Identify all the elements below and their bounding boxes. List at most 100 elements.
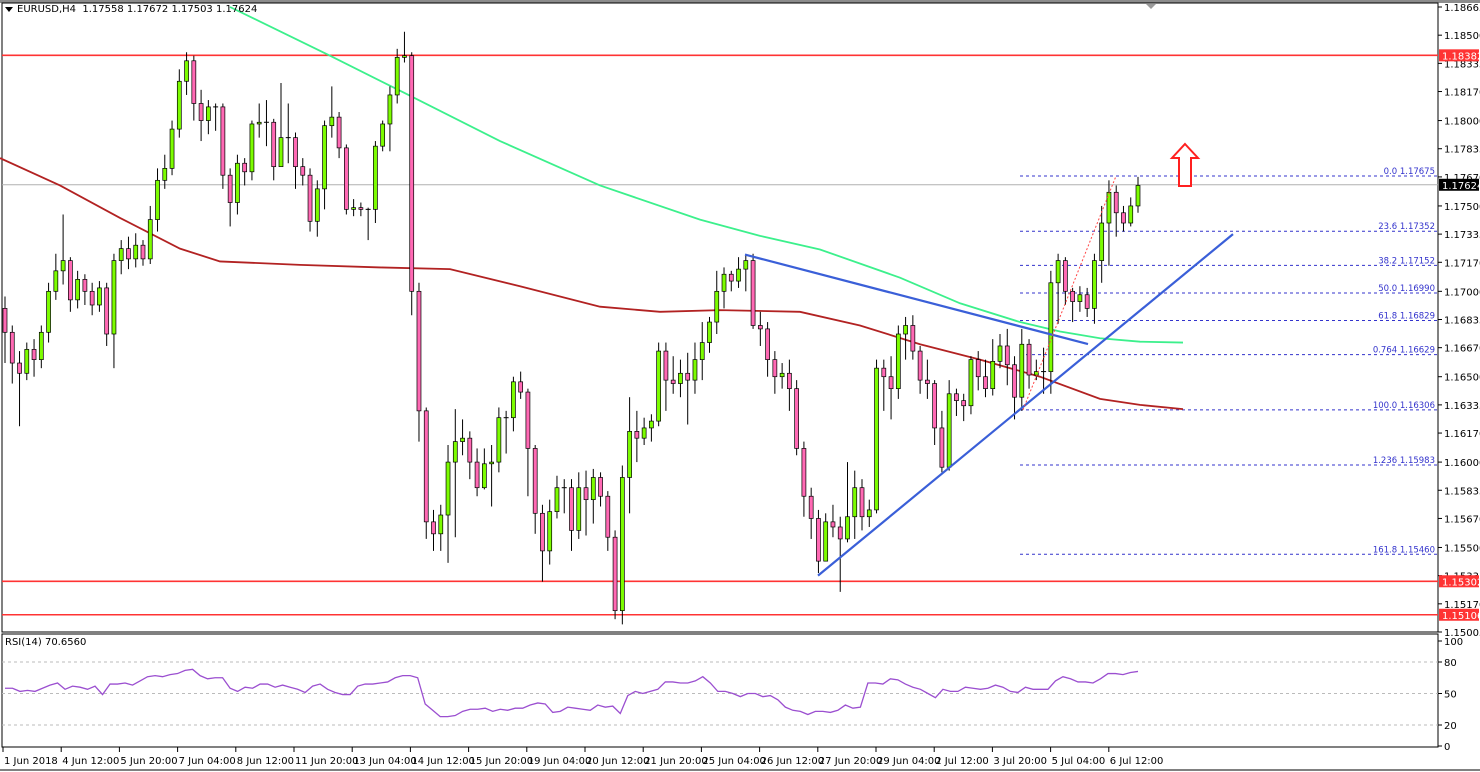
price-axis-label: 1.17170	[1444, 258, 1480, 269]
bear-candle	[939, 427, 945, 468]
bear-candle	[598, 477, 603, 497]
bear-candle	[126, 248, 131, 260]
bull-candle	[1019, 343, 1025, 398]
bear-candle	[525, 391, 531, 449]
fib-level-label: 23.6 1.17352	[1378, 222, 1435, 232]
rsi-axis-label: 0	[1444, 742, 1450, 753]
bear-candle	[932, 383, 937, 429]
rsi-axis-label: 20	[1444, 721, 1457, 732]
bear-candle	[757, 325, 763, 330]
chart-shift-marker-icon[interactable]	[1146, 4, 1156, 9]
bull-candle	[678, 372, 683, 384]
collapse-triangle-icon[interactable]	[5, 6, 13, 12]
fib-level-label: 38.2 1.17152	[1378, 256, 1435, 266]
bear-candle	[888, 376, 894, 390]
bear-candle	[423, 410, 429, 523]
bear-candle	[830, 521, 836, 528]
bull-candle	[1106, 191, 1112, 224]
bear-candle	[975, 359, 981, 378]
bull-candle	[481, 463, 487, 489]
price-axis-label: 1.18335	[1444, 59, 1480, 70]
bull-candle	[460, 437, 465, 442]
price-axis-label: 1.17670	[1444, 173, 1480, 184]
time-axis-label: 21 Jun 20:00	[644, 756, 708, 767]
bull-candle	[380, 123, 386, 147]
bear-candle	[416, 290, 422, 412]
bear-candle	[336, 116, 342, 149]
bear-candle	[634, 431, 640, 439]
price-axis-label: 1.18000	[1444, 117, 1480, 128]
bull-candle	[736, 268, 741, 282]
bear-candle	[104, 287, 110, 335]
price-axis-label: 1.15170	[1444, 600, 1480, 611]
bull-candle	[53, 270, 59, 292]
level-price-tag	[1439, 575, 1479, 588]
rsi-panel-frame	[1, 633, 1439, 748]
time-axis-label: 15 Jun 20:00	[470, 756, 534, 767]
bear-candle	[1063, 260, 1068, 292]
bear-candle	[31, 349, 37, 360]
bear-candle	[540, 512, 545, 552]
main-panel-frame	[1, 2, 1439, 633]
time-axis-label: 8 Jun 12:00	[237, 756, 294, 767]
level-price-label: 1.18382	[1442, 51, 1480, 62]
price-axis-label: 1.16170	[1444, 429, 1480, 440]
fib-level-label: 0.0 1.17675	[1384, 167, 1435, 177]
time-axis-label: 4 Jun 12:00	[62, 756, 119, 767]
descending-resistance-trendline[interactable]	[744, 253, 1089, 346]
bear-candle	[685, 372, 691, 381]
bear-candle	[82, 279, 88, 292]
bear-candle	[467, 437, 473, 463]
bear-candle	[1004, 345, 1010, 366]
bull-candle	[111, 260, 117, 335]
bull-candle	[823, 521, 829, 562]
bull-candle	[990, 360, 996, 390]
time-axis-label: 5 Jul 04:00	[1052, 756, 1106, 767]
bull-candle	[445, 461, 451, 516]
bear-candle	[612, 536, 618, 612]
bull-candle	[394, 57, 400, 96]
current-price-tag	[1439, 178, 1479, 191]
price-axis-label: 1.16500	[1444, 373, 1480, 384]
time-axis-label: 25 Jun 04:00	[702, 756, 766, 767]
bear-candle	[307, 174, 313, 222]
bull-candle	[75, 279, 80, 301]
bear-candle	[1084, 294, 1090, 309]
bear-candle	[227, 174, 233, 203]
bull-candle	[576, 487, 582, 531]
bear-candle	[344, 147, 349, 210]
bear-candle	[300, 166, 306, 176]
bear-candle	[925, 379, 930, 384]
bear-candle	[583, 487, 589, 501]
bull-candle	[707, 321, 712, 343]
bear-candle	[68, 260, 73, 301]
bear-candle	[881, 367, 887, 378]
fib-level-label: 50.0 1.16990	[1378, 284, 1435, 294]
bull-candle	[547, 511, 553, 552]
price-axis-label: 1.15500	[1444, 543, 1480, 554]
bull-candle	[1055, 260, 1061, 284]
level-price-label: 1.15106	[1442, 611, 1480, 622]
bull-candle	[278, 137, 284, 168]
bear-candle	[1012, 364, 1017, 398]
bull-candle	[496, 417, 502, 463]
bear-candle	[191, 60, 197, 104]
bull-candle	[721, 273, 727, 292]
bear-candle	[9, 331, 15, 364]
fib-anchor-line[interactable]	[1022, 175, 1117, 411]
bull-candle	[656, 350, 662, 422]
bull-candle	[641, 427, 647, 439]
bear-candle	[816, 518, 821, 562]
bull-candle	[322, 125, 327, 190]
time-axis-label: 7 Jun 04:00	[179, 756, 236, 767]
level-price-tag	[1439, 608, 1479, 621]
bull-candle	[373, 145, 378, 210]
bear-candle	[670, 379, 676, 384]
price-axis-label: 1.18170	[1444, 88, 1480, 99]
rsi-line	[5, 668, 1139, 718]
price-axis-label: 1.17835	[1444, 145, 1480, 156]
bull-candle	[554, 487, 560, 512]
time-axis-label: 1 Jun 2018	[4, 756, 58, 767]
bear-candle	[794, 388, 799, 449]
